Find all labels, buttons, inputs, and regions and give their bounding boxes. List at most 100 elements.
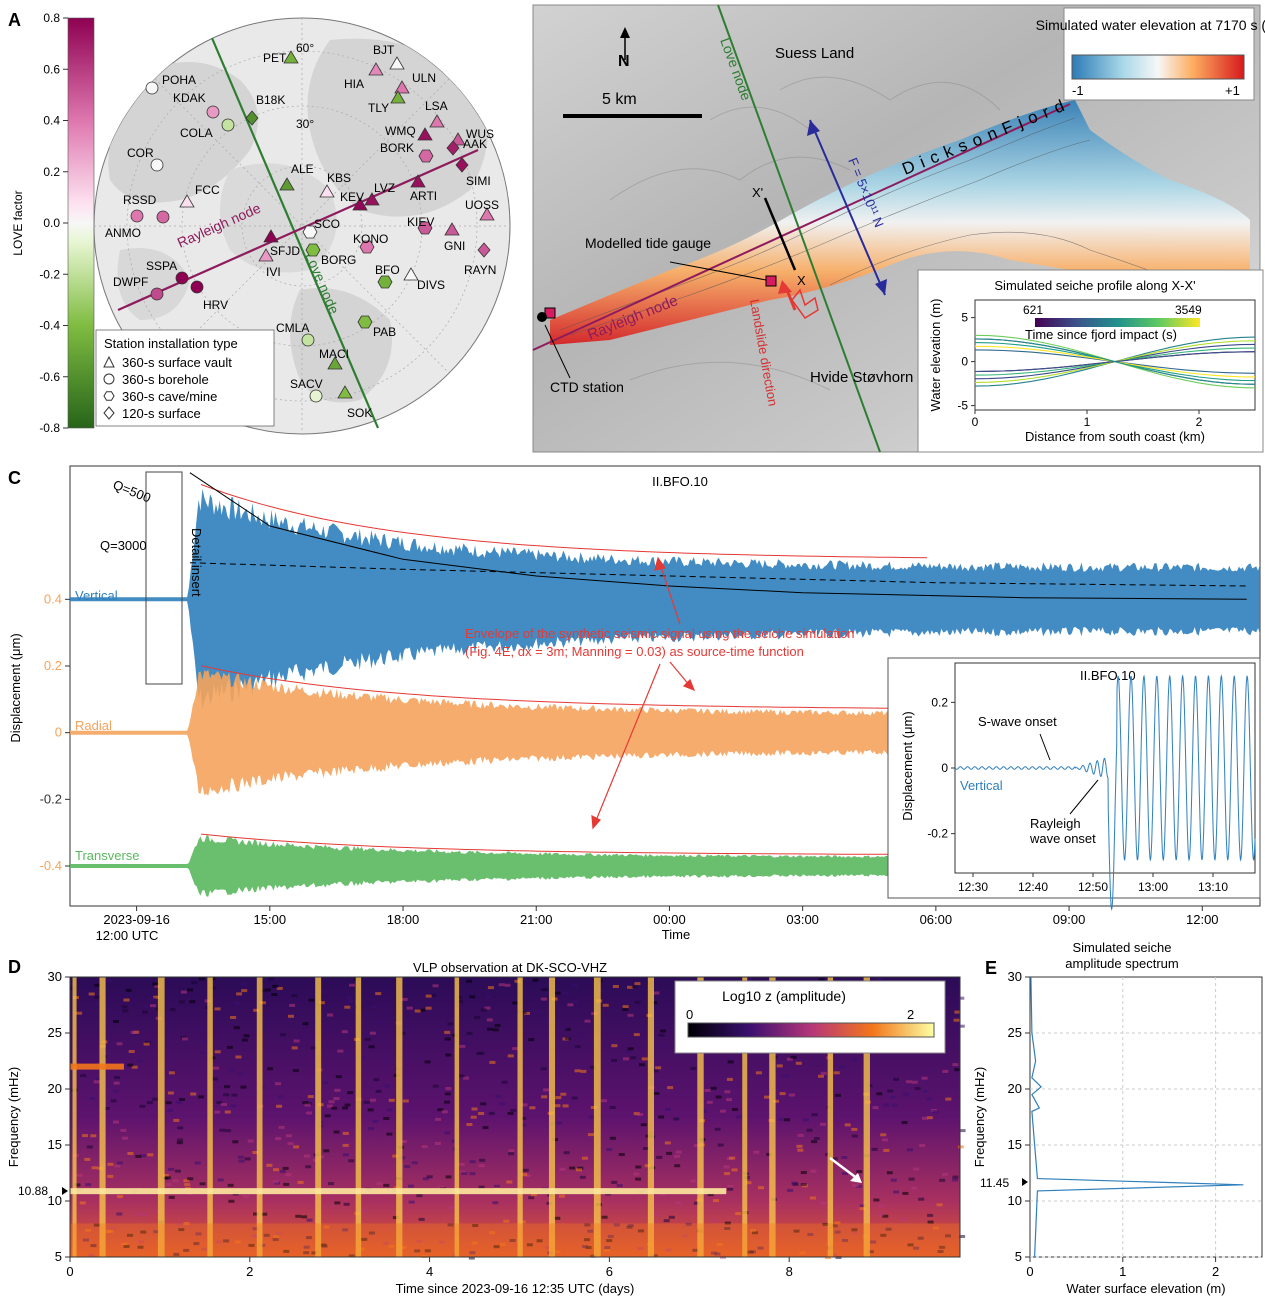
noise-cell [503,1219,510,1223]
noise-cell [178,1228,185,1232]
noise-cell [878,1204,885,1208]
noise-cell [706,1100,713,1104]
noise-cell [363,1012,370,1016]
station-borg-marker [305,243,321,257]
e-x-tick-label: 2 [1212,1264,1219,1279]
noise-cell [842,1239,848,1242]
noise-cell [320,990,326,994]
noise-cell [611,1180,618,1184]
noise-cell [189,1000,196,1004]
noise-cell [871,1147,878,1151]
burst-band [256,977,263,1257]
noise-cell [359,1056,366,1059]
noise-cell [797,1133,804,1137]
noise-cell [116,1011,123,1015]
noise-cell [519,1220,526,1224]
noise-cell [675,1201,681,1205]
noise-cell [411,1161,418,1165]
noise-cell [492,1201,499,1205]
noise-cell [447,1223,454,1227]
noise-cell [89,1096,96,1100]
station-bfo-label: BFO [375,263,400,277]
noise-cell [601,1215,608,1219]
noise-cell [448,1205,455,1209]
noise-cell [635,1177,642,1181]
noise-cell [536,1010,542,1014]
spectrogram-xlabel: Time since 2023-09-16 12:35 UTC (days) [396,1281,635,1296]
noise-cell [85,1183,92,1187]
noise-cell [138,1240,145,1244]
station-simi-marker [455,157,469,173]
noise-cell [921,1076,928,1080]
noise-cell [224,1110,231,1114]
noise-cell [76,1173,83,1177]
noise-cell [622,1007,629,1011]
noise-cell [618,1153,625,1156]
noise-cell [127,1063,134,1067]
force-arrow-head-up [807,120,820,136]
spectrum-grid [1030,977,1262,1258]
noise-cell [337,1049,344,1053]
noise-cell [555,1096,562,1100]
noise-cell [704,1089,711,1092]
noise-cell [199,1051,206,1055]
noise-cell [658,1033,665,1037]
noise-cell [562,991,569,995]
noise-cell [82,1134,89,1138]
noise-cell [116,1195,123,1198]
noise-cell [574,1045,581,1049]
q-decay-curves [189,472,1247,600]
d-x-tick-label: 0 [66,1264,73,1279]
noise-cell [368,1045,375,1049]
station-kev-marker [352,197,368,211]
d-x-tick-label: 4 [426,1264,433,1279]
harmonic-band [70,1063,124,1070]
noise-cell [323,1225,330,1229]
station-divs-label: DIVS [417,278,445,292]
noise-cell [164,1176,171,1180]
noise-cell [488,1111,495,1115]
noise-cell [310,1046,317,1050]
noise-cell [959,1235,966,1238]
station-fcc-label: FCC [195,183,220,197]
noise-cell [674,1154,680,1158]
noise-cell [520,1123,527,1127]
noise-cell [408,1184,414,1188]
station-arti-label: ARTI [410,189,437,203]
noise-cell [694,1144,700,1148]
noise-cell [444,1100,450,1104]
noise-cell [664,1107,671,1111]
noise-cell [917,1236,924,1240]
noise-cell [349,983,355,987]
inset-x-tick-label: 12:40 [1018,880,1048,894]
noise-cell [540,997,547,1001]
noise-cell [576,1168,582,1172]
love-colorbar-label: LOVE factor [11,190,25,255]
vertical-label: Vertical [75,588,118,603]
burst-band [396,977,403,1257]
noise-cell [306,1218,313,1222]
noise-cell [383,1241,390,1245]
noise-cell [128,1050,135,1053]
noise-cell [528,1038,535,1042]
noise-cell [492,1028,499,1032]
noise-cell [710,1086,717,1090]
noise-cell [181,1037,188,1041]
noise-cell [121,1242,128,1246]
noise-cell [939,1178,946,1182]
noise-cell [305,1102,312,1106]
noise-cell [692,1248,699,1252]
noise-cell [303,1251,310,1255]
noise-cell [121,1005,128,1009]
c-y-tick-label: -0.2 [40,791,62,806]
noise-cell [559,1194,565,1198]
seiche-profile-inset: Simulated seiche profile along X-X' 621 … [917,269,1264,453]
noise-cell [876,977,883,980]
noise-cell [308,998,315,1002]
noise-cell [424,1060,431,1064]
d-y-tick-label: 25 [48,1025,62,1040]
noise-cell [635,1165,642,1169]
noise-cell [811,1140,818,1144]
inset-cbar-label: Time since fjord impact (s) [1025,327,1177,342]
panel-b: B Love node Rayleigh node F = 5×10¹¹ N D… [532,4,1265,453]
